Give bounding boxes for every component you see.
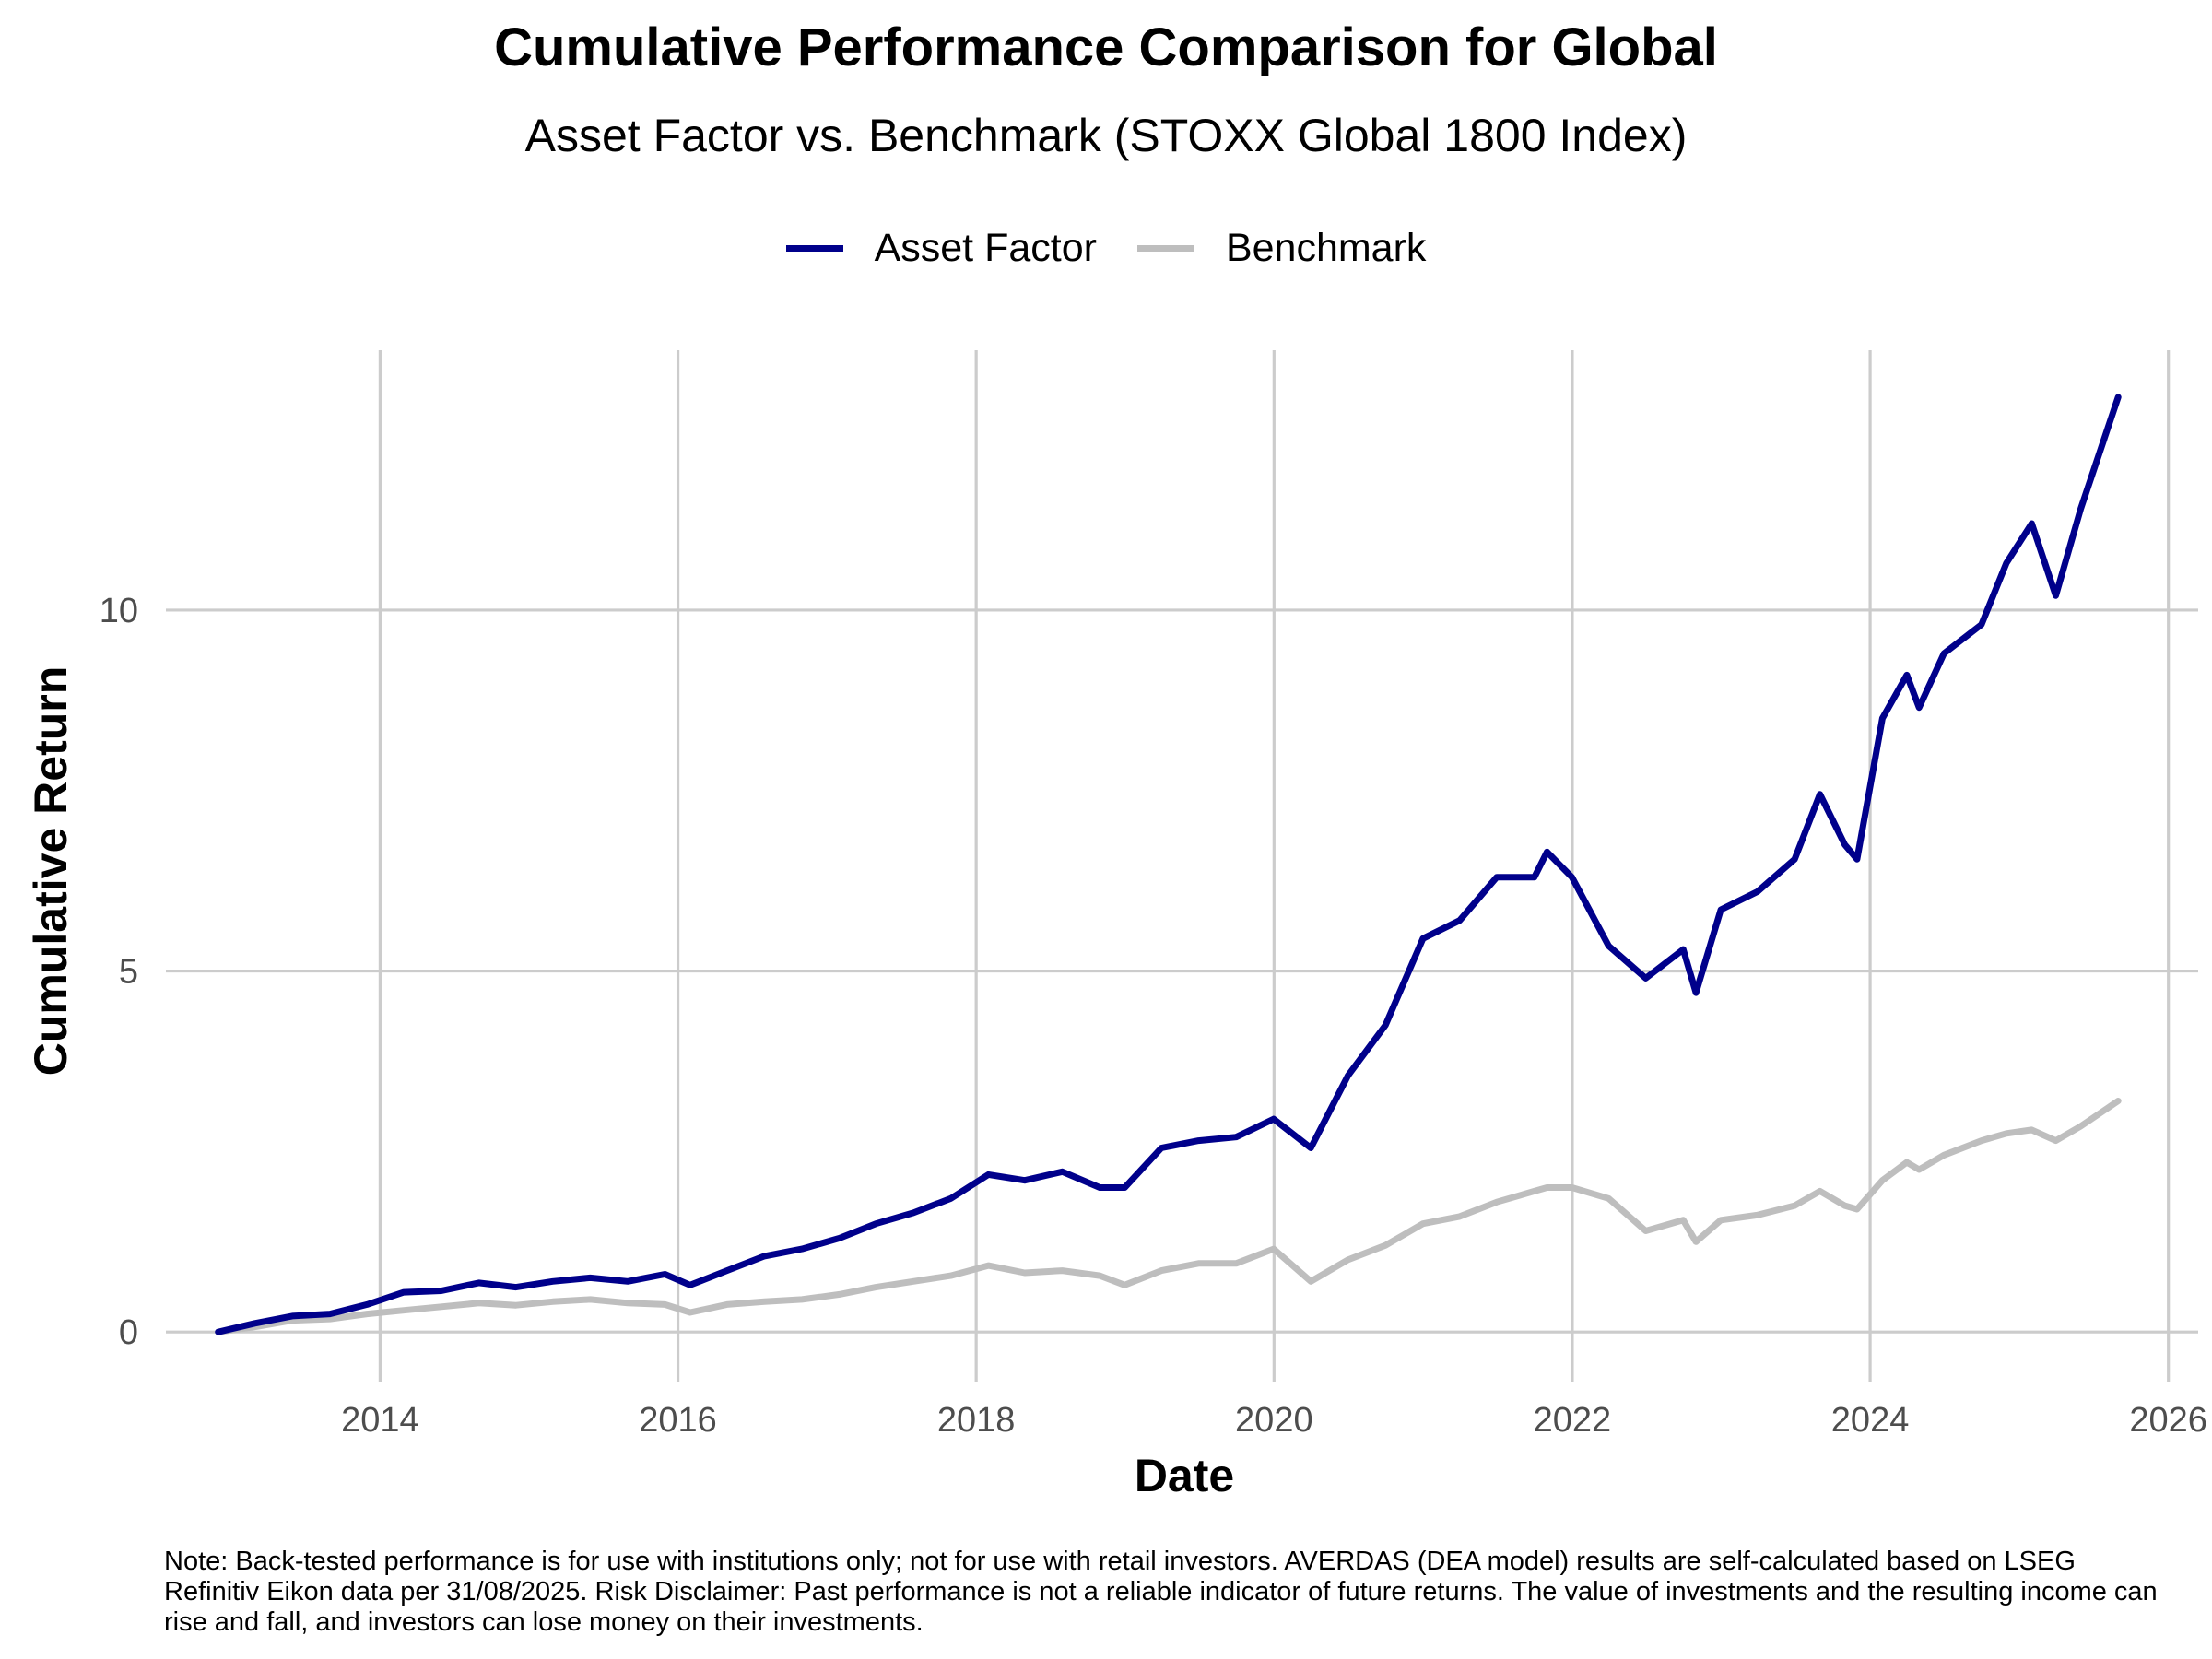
legend-swatch-asset-factor	[785, 245, 843, 252]
legend-swatch-benchmark	[1136, 245, 1194, 252]
y-tick-label: 10	[100, 592, 138, 630]
chart-title: Cumulative Performance Comparison for Gl…	[494, 18, 1718, 77]
y-axis-title: Cumulative Return	[25, 666, 76, 1077]
legend-label-benchmark: Benchmark	[1225, 226, 1427, 270]
grid	[166, 350, 2198, 1382]
footnote: Note: Back-tested performance is for use…	[164, 1547, 2158, 1637]
x-tick-label: 2024	[1831, 1401, 1910, 1440]
legend: Asset Factor Benchmark	[0, 226, 2212, 271]
y-tick-label: 0	[119, 1313, 138, 1352]
tick-labels: 2014 2016 2018 2020 2022 2024 2026 0 5 10	[100, 592, 2207, 1440]
y-tick-label: 5	[119, 953, 138, 992]
x-tick-label: 2018	[937, 1401, 1016, 1440]
series-line-asset-factor	[215, 394, 2122, 1335]
legend-item-benchmark: Benchmark	[1136, 226, 1427, 271]
x-tick-label: 2026	[2129, 1401, 2207, 1440]
x-tick-label: 2022	[1534, 1401, 1612, 1440]
series-line-benchmark	[215, 1098, 2122, 1335]
x-axis-title: Date	[1135, 1450, 1234, 1501]
x-tick-label: 2014	[341, 1401, 419, 1440]
x-tick-label: 2016	[639, 1401, 717, 1440]
chart-subtitle: Asset Factor vs. Benchmark (STOXX Global…	[524, 110, 1688, 161]
x-tick-label: 2020	[1235, 1401, 1313, 1440]
legend-label-asset-factor: Asset Factor	[874, 226, 1097, 270]
legend-item-asset-factor: Asset Factor	[785, 226, 1097, 271]
series-lines	[215, 394, 2122, 1335]
